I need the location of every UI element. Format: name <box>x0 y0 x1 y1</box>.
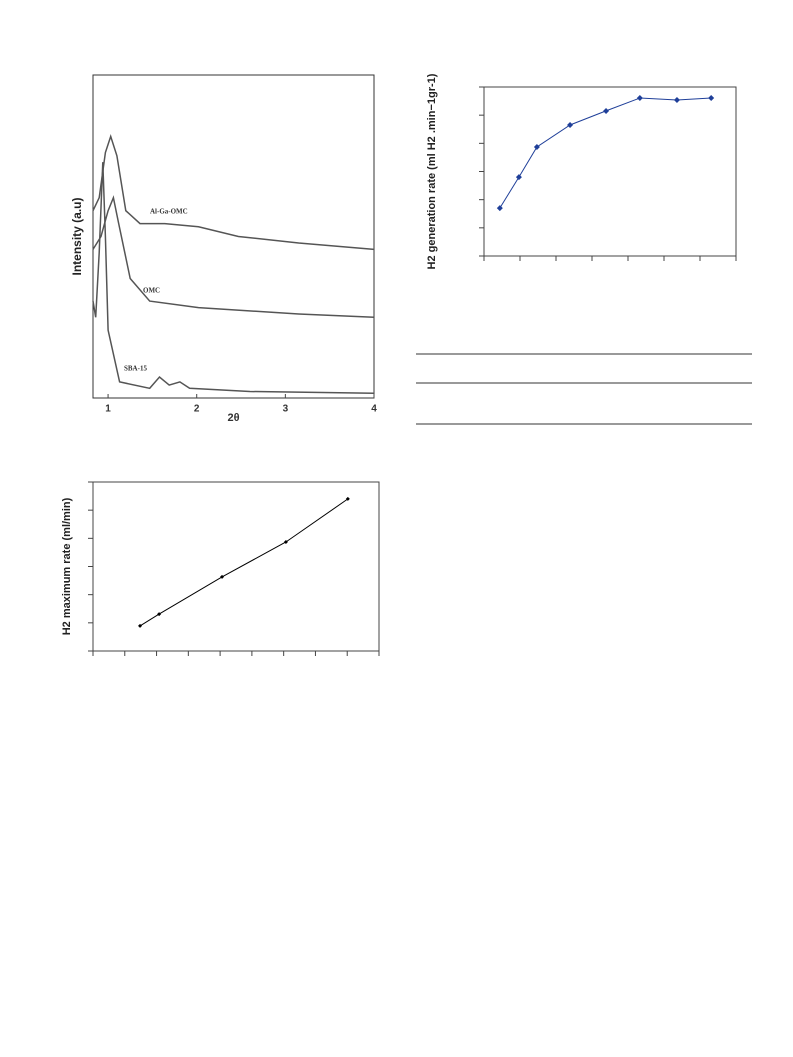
data-point <box>533 143 540 150</box>
plot-frame <box>92 74 375 399</box>
data-line <box>92 195 375 319</box>
data-line <box>139 498 349 627</box>
data-point <box>603 107 610 114</box>
x-axis-label: 2θ <box>227 412 239 424</box>
y-axis-label: Intensity (a.u) <box>70 197 84 275</box>
chart: H2 generation rate (ml H2 .min−1gr-1) <box>426 73 737 269</box>
x-tick-label: 3 <box>283 404 289 415</box>
chart: 1 2 3 4 2θ Intensity (a.u) Al-Ga-OMC OMC SBA-15 <box>70 74 377 424</box>
data-point <box>138 623 143 628</box>
data-point <box>283 539 288 544</box>
series-label: OMC <box>143 287 160 295</box>
data-point <box>708 94 715 101</box>
x-tick-label: 2 <box>194 404 200 415</box>
data-point <box>345 496 350 501</box>
data-point <box>567 122 574 129</box>
data-point <box>157 612 162 617</box>
chart: H2 maximum rate (ml/min) <box>61 481 380 656</box>
data-point <box>636 94 643 101</box>
data-point <box>496 205 503 212</box>
data-point <box>673 96 680 103</box>
y-axis-label: H2 maximum rate (ml/min) <box>61 497 73 635</box>
data-point <box>220 574 225 579</box>
series-label: Al-Ga-OMC <box>150 208 188 216</box>
x-tick-label: 4 <box>371 404 377 415</box>
y-axis-label: H2 generation rate (ml H2 .min−1gr-1) <box>426 73 438 269</box>
data-line <box>92 162 375 394</box>
data-line <box>92 133 375 251</box>
series-label: SBA-15 <box>124 365 147 373</box>
x-tick-label: 1 <box>105 404 111 415</box>
data-line <box>499 97 712 209</box>
data-point <box>515 174 522 181</box>
